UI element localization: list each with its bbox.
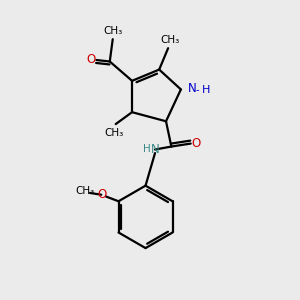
Text: O: O: [86, 52, 96, 66]
Text: O: O: [97, 188, 106, 201]
Text: -: -: [196, 85, 199, 95]
Text: CH₃: CH₃: [103, 26, 122, 36]
Text: CH₃: CH₃: [160, 35, 179, 45]
Text: H: H: [143, 144, 151, 154]
Text: CH₃: CH₃: [105, 128, 124, 138]
Text: CH₃: CH₃: [75, 187, 94, 196]
Text: N: N: [188, 82, 197, 95]
Text: O: O: [191, 137, 201, 150]
Text: H: H: [202, 85, 211, 95]
Text: N: N: [151, 143, 159, 156]
